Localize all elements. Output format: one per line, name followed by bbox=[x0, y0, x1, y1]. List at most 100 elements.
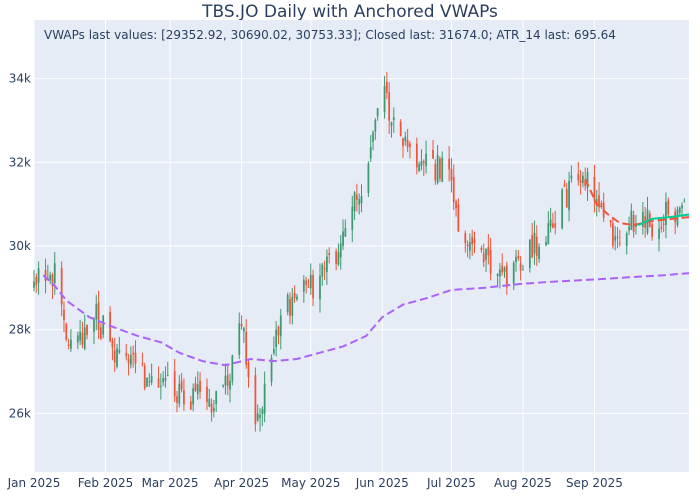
candle-down bbox=[210, 398, 213, 422]
candle-up bbox=[102, 314, 105, 339]
candle-body bbox=[515, 256, 517, 263]
candle-body bbox=[466, 244, 469, 247]
candle-down bbox=[517, 250, 520, 261]
candle-body bbox=[505, 265, 508, 288]
candle-body bbox=[254, 375, 257, 425]
candle-down bbox=[86, 324, 88, 340]
candle-down bbox=[616, 227, 619, 249]
candle-body bbox=[150, 375, 153, 383]
candle-down bbox=[519, 255, 522, 281]
candle-down bbox=[111, 337, 114, 361]
candle-down bbox=[356, 183, 358, 212]
candle-body bbox=[579, 180, 582, 183]
y-tick-label: 28k bbox=[9, 323, 31, 337]
candle-up bbox=[95, 295, 98, 331]
candle-up bbox=[522, 264, 524, 271]
candle-down bbox=[457, 198, 460, 233]
candle-down bbox=[67, 338, 70, 350]
candle-down bbox=[450, 157, 453, 193]
candle-body bbox=[409, 143, 411, 147]
candle-down bbox=[63, 301, 65, 333]
candle-up bbox=[372, 130, 374, 151]
candle-body bbox=[76, 335, 79, 343]
candle-body bbox=[517, 255, 520, 259]
candle-body bbox=[683, 201, 686, 203]
candle-up bbox=[49, 271, 52, 285]
candle-body bbox=[289, 298, 291, 316]
candle-up bbox=[485, 248, 487, 272]
candle-body bbox=[358, 199, 361, 205]
candle-body bbox=[545, 241, 547, 246]
candle-down bbox=[471, 229, 474, 256]
candle-up bbox=[561, 187, 564, 230]
candle-down bbox=[409, 141, 411, 159]
candle-down bbox=[505, 261, 508, 295]
candle-down bbox=[51, 272, 54, 300]
candle-down bbox=[226, 365, 229, 396]
candle-body bbox=[482, 253, 485, 262]
candle-down bbox=[482, 243, 485, 267]
candle-up bbox=[337, 243, 340, 266]
candle-down bbox=[552, 212, 554, 229]
candle-up bbox=[33, 270, 35, 292]
candle-up bbox=[353, 190, 356, 220]
candle-down bbox=[328, 247, 331, 264]
candle-body bbox=[256, 413, 259, 421]
candle-body bbox=[189, 401, 192, 410]
candle-down bbox=[335, 248, 338, 271]
candle-up bbox=[275, 321, 278, 357]
candle-body bbox=[141, 363, 144, 365]
candle-body bbox=[247, 362, 250, 378]
candle-body bbox=[376, 108, 379, 117]
candle-body bbox=[178, 383, 181, 404]
candle-body bbox=[259, 414, 261, 419]
candle-down bbox=[247, 358, 250, 388]
candle-body bbox=[261, 408, 264, 414]
candle-body bbox=[436, 155, 439, 183]
candle-up bbox=[238, 312, 241, 360]
candle-body bbox=[328, 253, 331, 255]
candle-body bbox=[229, 380, 231, 390]
x-tick-label: Feb 2025 bbox=[78, 476, 134, 490]
candle-up bbox=[582, 171, 584, 188]
candle-body bbox=[148, 381, 151, 383]
candle-body bbox=[344, 228, 347, 237]
candle-up bbox=[79, 319, 82, 345]
vwap-series bbox=[42, 178, 690, 367]
candle-body bbox=[356, 194, 358, 200]
candle-down bbox=[254, 367, 257, 432]
candle-body bbox=[406, 139, 409, 148]
candle-up bbox=[256, 404, 259, 422]
candle-body bbox=[665, 202, 667, 225]
candle-body bbox=[166, 374, 169, 377]
candle-body bbox=[194, 383, 197, 392]
candle-up bbox=[326, 249, 328, 285]
candle-up bbox=[37, 261, 40, 295]
candle-body bbox=[385, 81, 388, 93]
x-tick-label: Jul 2025 bbox=[426, 476, 476, 490]
candle-up bbox=[503, 266, 506, 278]
candle-down bbox=[388, 82, 391, 135]
candle-body bbox=[570, 175, 573, 179]
candle-body bbox=[293, 293, 296, 299]
candle-body bbox=[614, 236, 617, 241]
candle-up bbox=[383, 76, 386, 119]
candle-body bbox=[612, 223, 614, 246]
candle-down bbox=[531, 222, 534, 259]
candle-down bbox=[651, 220, 653, 241]
candle-down bbox=[593, 164, 596, 213]
candle-body bbox=[277, 326, 280, 336]
candle-body bbox=[503, 267, 506, 272]
candle-up bbox=[291, 288, 294, 325]
candle-body bbox=[372, 132, 374, 142]
candle-body bbox=[351, 206, 354, 230]
candle-body bbox=[37, 268, 40, 283]
candle-up bbox=[70, 329, 72, 352]
candle-up bbox=[436, 144, 439, 185]
candle-body bbox=[402, 138, 404, 147]
candle-down bbox=[609, 219, 612, 228]
candle-up bbox=[351, 195, 354, 243]
candle-down bbox=[143, 362, 146, 391]
candle-up bbox=[376, 107, 379, 121]
candle-up bbox=[213, 400, 215, 418]
